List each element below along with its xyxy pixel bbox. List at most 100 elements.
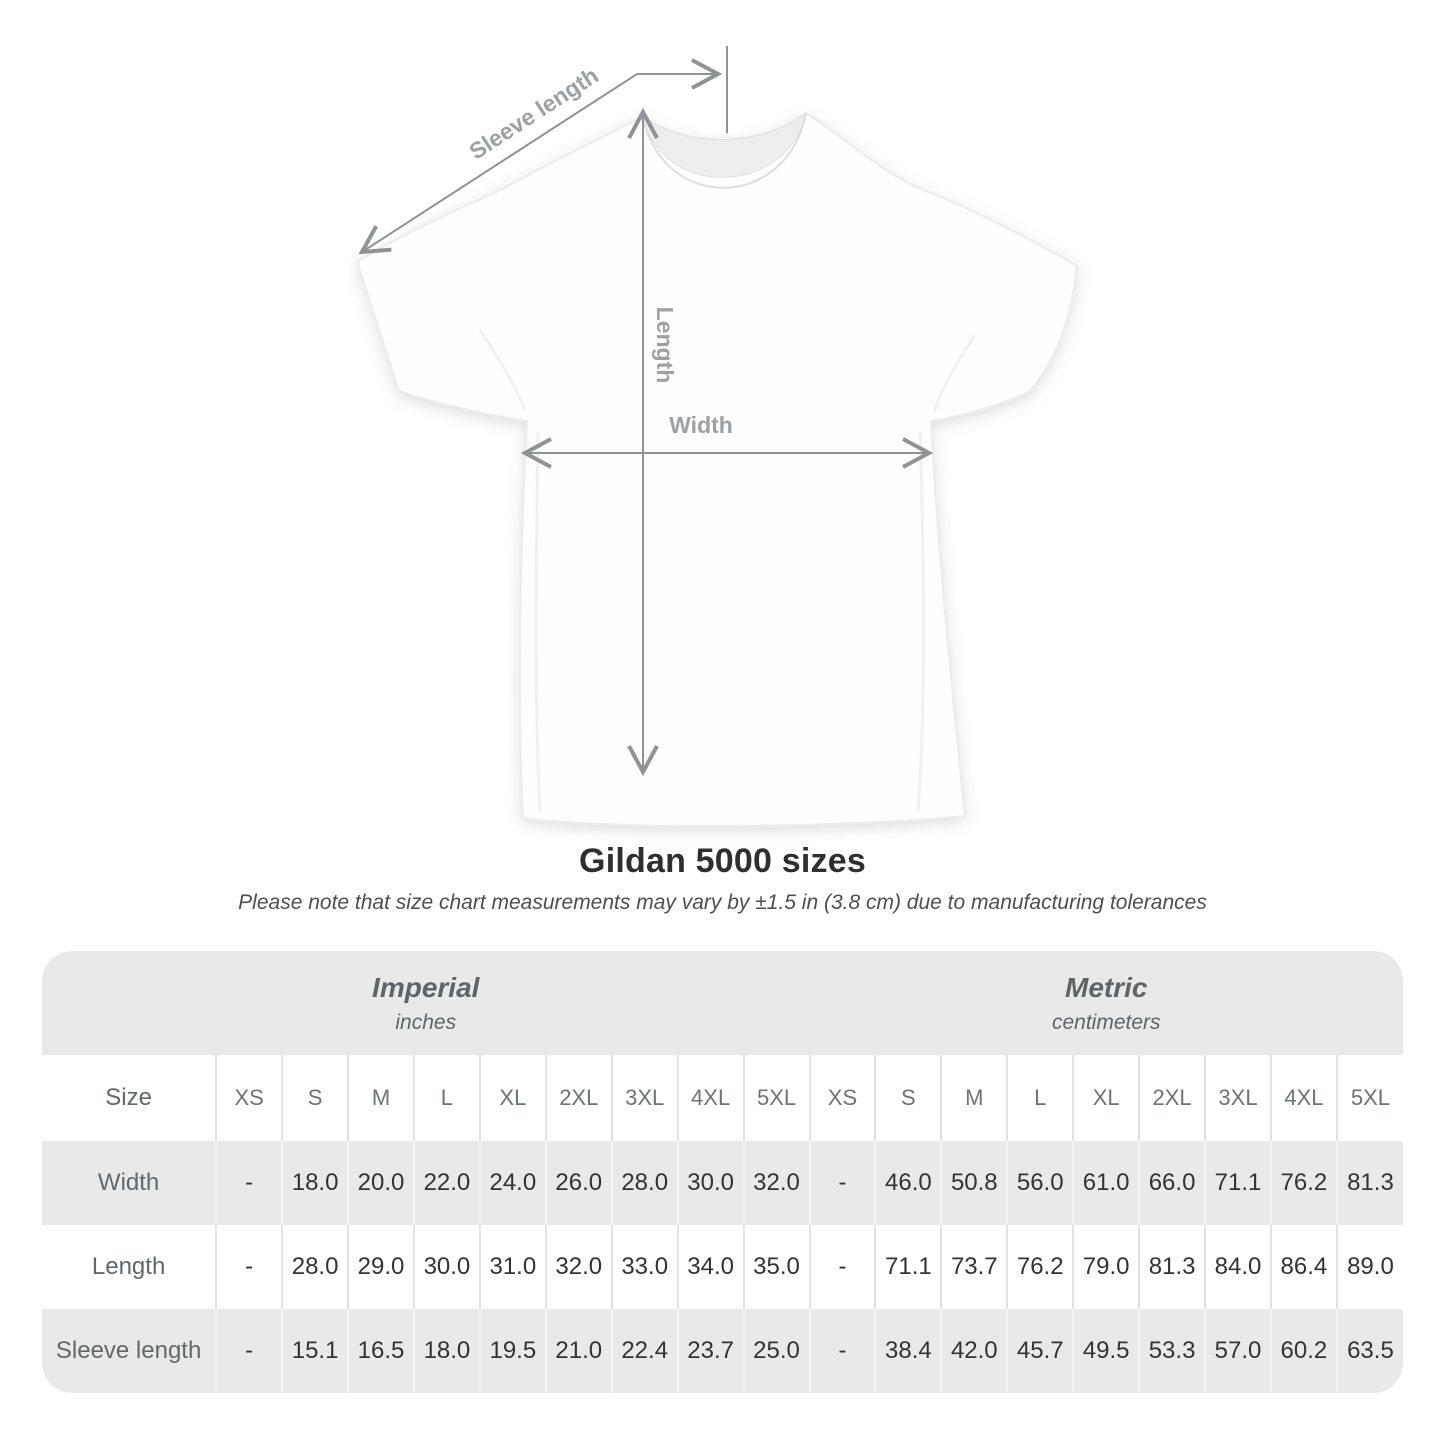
size-column-header: XL [1072, 1055, 1140, 1141]
tshirt-graphic [355, 111, 1079, 828]
size-column-header: 5XL [742, 1055, 810, 1141]
measurement-cell: 86.4 [1269, 1225, 1337, 1309]
measurement-cell: 76.2 [1269, 1141, 1337, 1225]
sleeve-length-arrow [362, 73, 638, 252]
measurement-cell: 35.0 [742, 1225, 810, 1309]
measurement-cell: 18.0 [412, 1309, 480, 1393]
measurement-cell: - [215, 1225, 283, 1309]
unit-header-row: Imperial inches Metric centimeters [42, 951, 1403, 1055]
measurement-cell: 15.1 [281, 1309, 349, 1393]
measurement-cell: 21.0 [544, 1309, 612, 1393]
measurement-cell: 38.4 [874, 1309, 942, 1393]
size-column-header: XS [215, 1055, 283, 1141]
measurement-cell: 84.0 [1204, 1225, 1271, 1309]
measurement-cell: 61.0 [1072, 1141, 1140, 1225]
measurement-cell: - [808, 1309, 876, 1393]
measurement-cell: 53.3 [1138, 1309, 1206, 1393]
measurement-cell: 31.0 [478, 1225, 546, 1309]
tolerance-note: Please note that size chart measurements… [238, 891, 1207, 914]
measurement-cell: 30.0 [412, 1225, 480, 1309]
measurement-cell: 25.0 [742, 1309, 810, 1393]
row-label: Length [42, 1225, 217, 1309]
imperial-header: Imperial inches [42, 951, 810, 1055]
measurement-cell: 18.0 [281, 1141, 349, 1225]
size-chart-table: Imperial inches Metric centimeters Size … [42, 951, 1403, 1393]
measurement-cell: 56.0 [1006, 1141, 1074, 1225]
measurement-cell: 46.0 [874, 1141, 942, 1225]
row-label: Width [42, 1141, 217, 1225]
size-column-header: S [874, 1055, 942, 1141]
size-column-header: 5XL [1335, 1055, 1403, 1141]
measurement-cell: 42.0 [940, 1309, 1008, 1393]
measurement-cell: 81.3 [1335, 1141, 1403, 1225]
measurement-cell: 73.7 [940, 1225, 1008, 1309]
measurement-cell: 23.7 [676, 1309, 744, 1393]
measurement-cell: 57.0 [1204, 1309, 1271, 1393]
size-column-header: L [1006, 1055, 1074, 1141]
fabric-folds [478, 329, 977, 813]
measurement-cell: 16.5 [347, 1309, 414, 1393]
page-title: Gildan 5000 sizes [579, 842, 866, 880]
measurement-cell: 76.2 [1006, 1225, 1074, 1309]
size-column-header: M [347, 1055, 414, 1141]
measurement-cell: 19.5 [478, 1309, 546, 1393]
measurement-cell: 71.1 [1204, 1141, 1271, 1225]
measurement-cell: 22.4 [610, 1309, 678, 1393]
size-chart-container: Imperial inches Metric centimeters Size … [42, 951, 1403, 1393]
measurement-cell: 66.0 [1138, 1141, 1206, 1225]
measurement-cell: 32.0 [742, 1141, 810, 1225]
size-header-label: Size [42, 1055, 217, 1141]
measurement-cell: 28.0 [610, 1141, 678, 1225]
measurement-cell: - [808, 1141, 876, 1225]
measurement-cell: - [215, 1309, 283, 1393]
imperial-title: Imperial [372, 971, 480, 1003]
row-label: Sleeve length [42, 1309, 217, 1393]
metric-header: Metric centimeters [809, 951, 1403, 1055]
measurement-cell: 45.7 [1006, 1309, 1074, 1393]
measurement-cell: 79.0 [1072, 1225, 1140, 1309]
measurement-cell: 81.3 [1138, 1225, 1206, 1309]
tshirt-diagram-svg: Sleeve length Length Width [355, 46, 1079, 828]
metric-title: Metric [1065, 971, 1148, 1003]
measurement-cell: 60.2 [1269, 1309, 1337, 1393]
size-column-header: XL [478, 1055, 546, 1141]
measurement-cell: 50.8 [940, 1141, 1008, 1225]
measurement-cell: 30.0 [676, 1141, 744, 1225]
measurement-cell: 63.5 [1335, 1309, 1403, 1393]
table-row: Sleeve length -15.1 16.5 18.0 19.5 21.0 22.4 23… [42, 1309, 1403, 1393]
measurement-cell: 22.0 [412, 1141, 480, 1225]
size-column-header: M [940, 1055, 1008, 1141]
measurement-cell: 26.0 [544, 1141, 612, 1225]
measurement-cell: - [808, 1225, 876, 1309]
size-column-header: 3XL [1204, 1055, 1271, 1141]
size-column-header: 2XL [1138, 1055, 1206, 1141]
tshirt-outline [355, 111, 1079, 828]
length-label: Length [652, 307, 678, 384]
size-column-header: XS [808, 1055, 876, 1141]
measurement-cell: 33.0 [610, 1225, 678, 1309]
measurement-cell: 71.1 [874, 1225, 942, 1309]
size-column-header: 3XL [610, 1055, 678, 1141]
table-row: Length -28.0 29.0 30.0 31.0 32.0 33.0 34.0 35.0-… [42, 1225, 1403, 1309]
measurement-cell: 34.0 [676, 1225, 744, 1309]
heading-section: Gildan 5000 sizes Please note that size … [0, 842, 1445, 915]
width-label: Width [669, 412, 733, 438]
tshirt-measurement-diagram: Sleeve length Length Width [355, 46, 1079, 828]
measurement-lines [362, 46, 929, 772]
imperial-unit: inches [395, 1010, 457, 1034]
size-header-row: Size XS S M L XL 2XL 3XL 4XL 5XL XS S M L XL 2XL 3XL 4XL… [42, 1055, 1403, 1141]
measurement-cell: - [215, 1141, 283, 1225]
table-row: Width -18.0 20.0 22.0 24.0 26.0 28.0 30.0 32.0-4… [42, 1141, 1403, 1225]
measurement-cell: 32.0 [544, 1225, 612, 1309]
size-column-header: 4XL [1269, 1055, 1337, 1141]
size-column-header: L [412, 1055, 480, 1141]
measurement-cell: 29.0 [347, 1225, 414, 1309]
measurement-cell: 24.0 [478, 1141, 546, 1225]
measurement-cell: 20.0 [347, 1141, 414, 1225]
size-column-header: 2XL [544, 1055, 612, 1141]
metric-unit: centimeters [1051, 1010, 1161, 1034]
measurement-cell: 28.0 [281, 1225, 349, 1309]
measurement-cell: 89.0 [1335, 1225, 1403, 1309]
measurement-cell: 49.5 [1072, 1309, 1140, 1393]
size-column-header: 4XL [676, 1055, 744, 1141]
